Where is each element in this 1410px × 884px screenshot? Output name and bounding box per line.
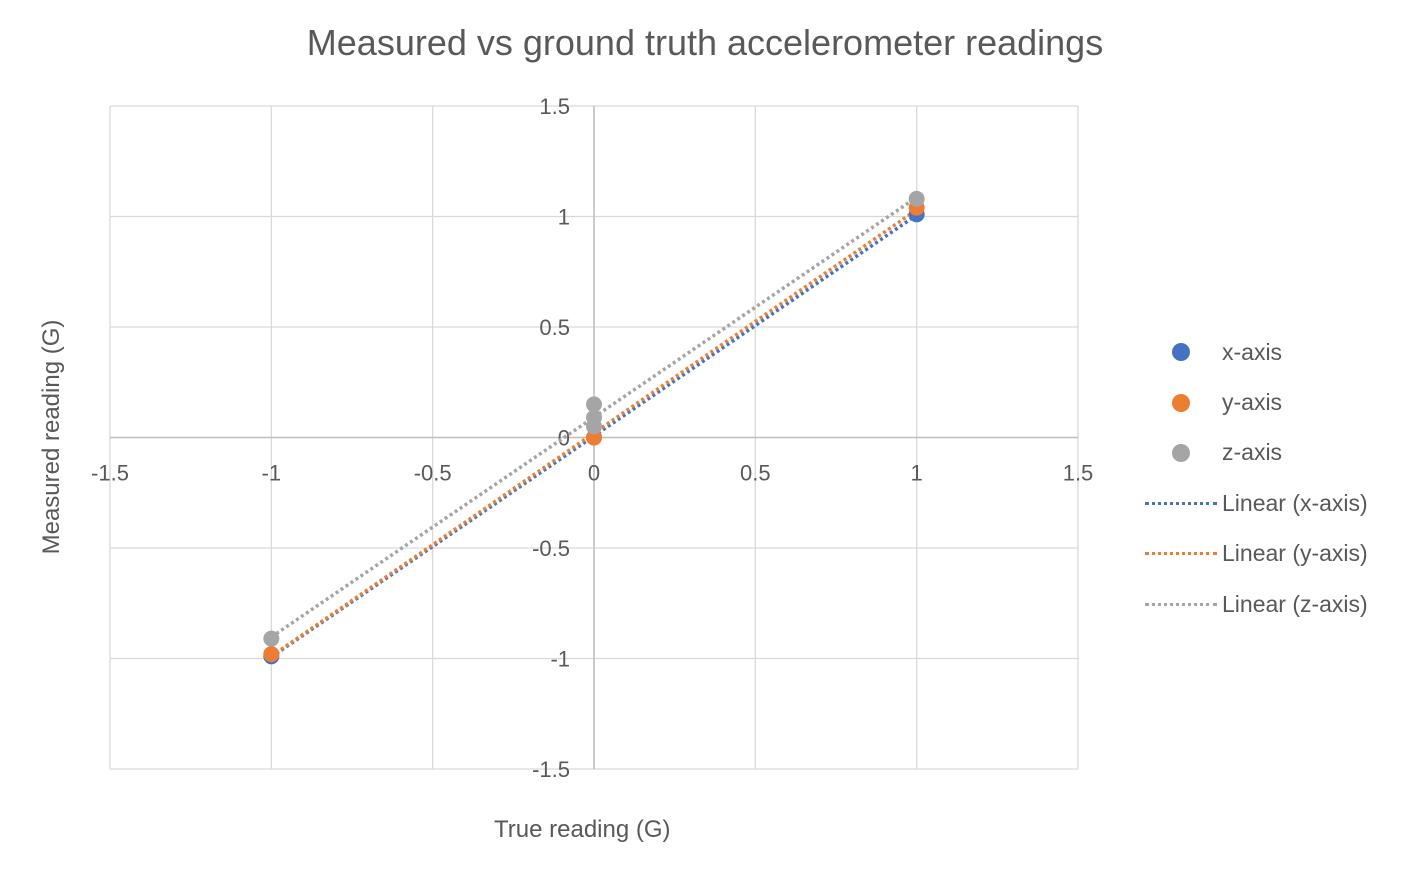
legend-marker-dot (1140, 343, 1222, 362)
y-tick-label: 0 (558, 426, 570, 451)
legend-label: x-axis (1222, 338, 1283, 365)
legend-swatch (1172, 343, 1190, 362)
legend-swatch (1172, 393, 1190, 412)
legend-swatch (1145, 552, 1217, 556)
legend-item: x-axis (1140, 327, 1400, 377)
y-tick-label: 0.5 (539, 315, 570, 340)
legend: x-axis y-axis z-axis Linear (x-axis) Linear … (1140, 327, 1400, 629)
x-tick-label: 1.5 (1063, 461, 1094, 486)
y-tick-label: 1.5 (539, 94, 570, 119)
x-axis-label: True reading (G) (494, 816, 671, 843)
data-point (586, 429, 602, 446)
legend-item: Linear (y-axis) (1140, 529, 1400, 579)
legend-label: z-axis (1222, 439, 1283, 466)
data-point (586, 396, 602, 413)
y-axis-label: Measured reading (G) (38, 319, 65, 555)
legend-item: z-axis (1140, 428, 1400, 478)
y-tick-label: -0.5 (532, 536, 570, 561)
legend-label: Linear (y-axis) (1222, 540, 1368, 567)
x-tick-label: 0.5 (740, 461, 771, 486)
x-tick-label: -1.5 (91, 461, 129, 486)
legend-marker-dot (1140, 443, 1222, 462)
legend-item: Linear (z-axis) (1140, 579, 1400, 629)
data-point (586, 409, 602, 426)
legend-label: Linear (z-axis) (1222, 590, 1368, 617)
legend-swatch (1145, 501, 1217, 505)
legend-swatch (1145, 602, 1217, 606)
x-tick-label: 1 (911, 461, 923, 486)
legend-swatch (1172, 443, 1190, 462)
x-tick-label: 0 (588, 461, 600, 486)
y-tick-label: -1 (550, 647, 570, 672)
x-tick-label: -0.5 (414, 461, 452, 486)
legend-item: y-axis (1140, 377, 1400, 427)
y-tick-label: 1 (558, 205, 570, 230)
legend-marker-line (1140, 501, 1222, 505)
legend-marker-line (1140, 552, 1222, 556)
legend-label: Linear (x-axis) (1222, 489, 1368, 516)
chart-title: Measured vs ground truth accelerometer r… (306, 22, 1104, 63)
y-tick-label: -1.5 (532, 757, 570, 782)
data-point (263, 646, 280, 663)
tick-labels: -1.5 -1 -0.5 0 0.5 1 1.5 -1.5 -1 -0.5 0 0.5 1 1.5 (91, 94, 1093, 782)
legend-marker-line (1140, 602, 1222, 606)
x-tick-label: -1 (262, 461, 282, 486)
legend-item: Linear (x-axis) (1140, 478, 1400, 528)
data-points (263, 190, 925, 665)
legend-marker-dot (1140, 393, 1222, 412)
data-point (263, 630, 280, 647)
legend-label: y-axis (1222, 389, 1283, 416)
data-point (908, 190, 925, 207)
